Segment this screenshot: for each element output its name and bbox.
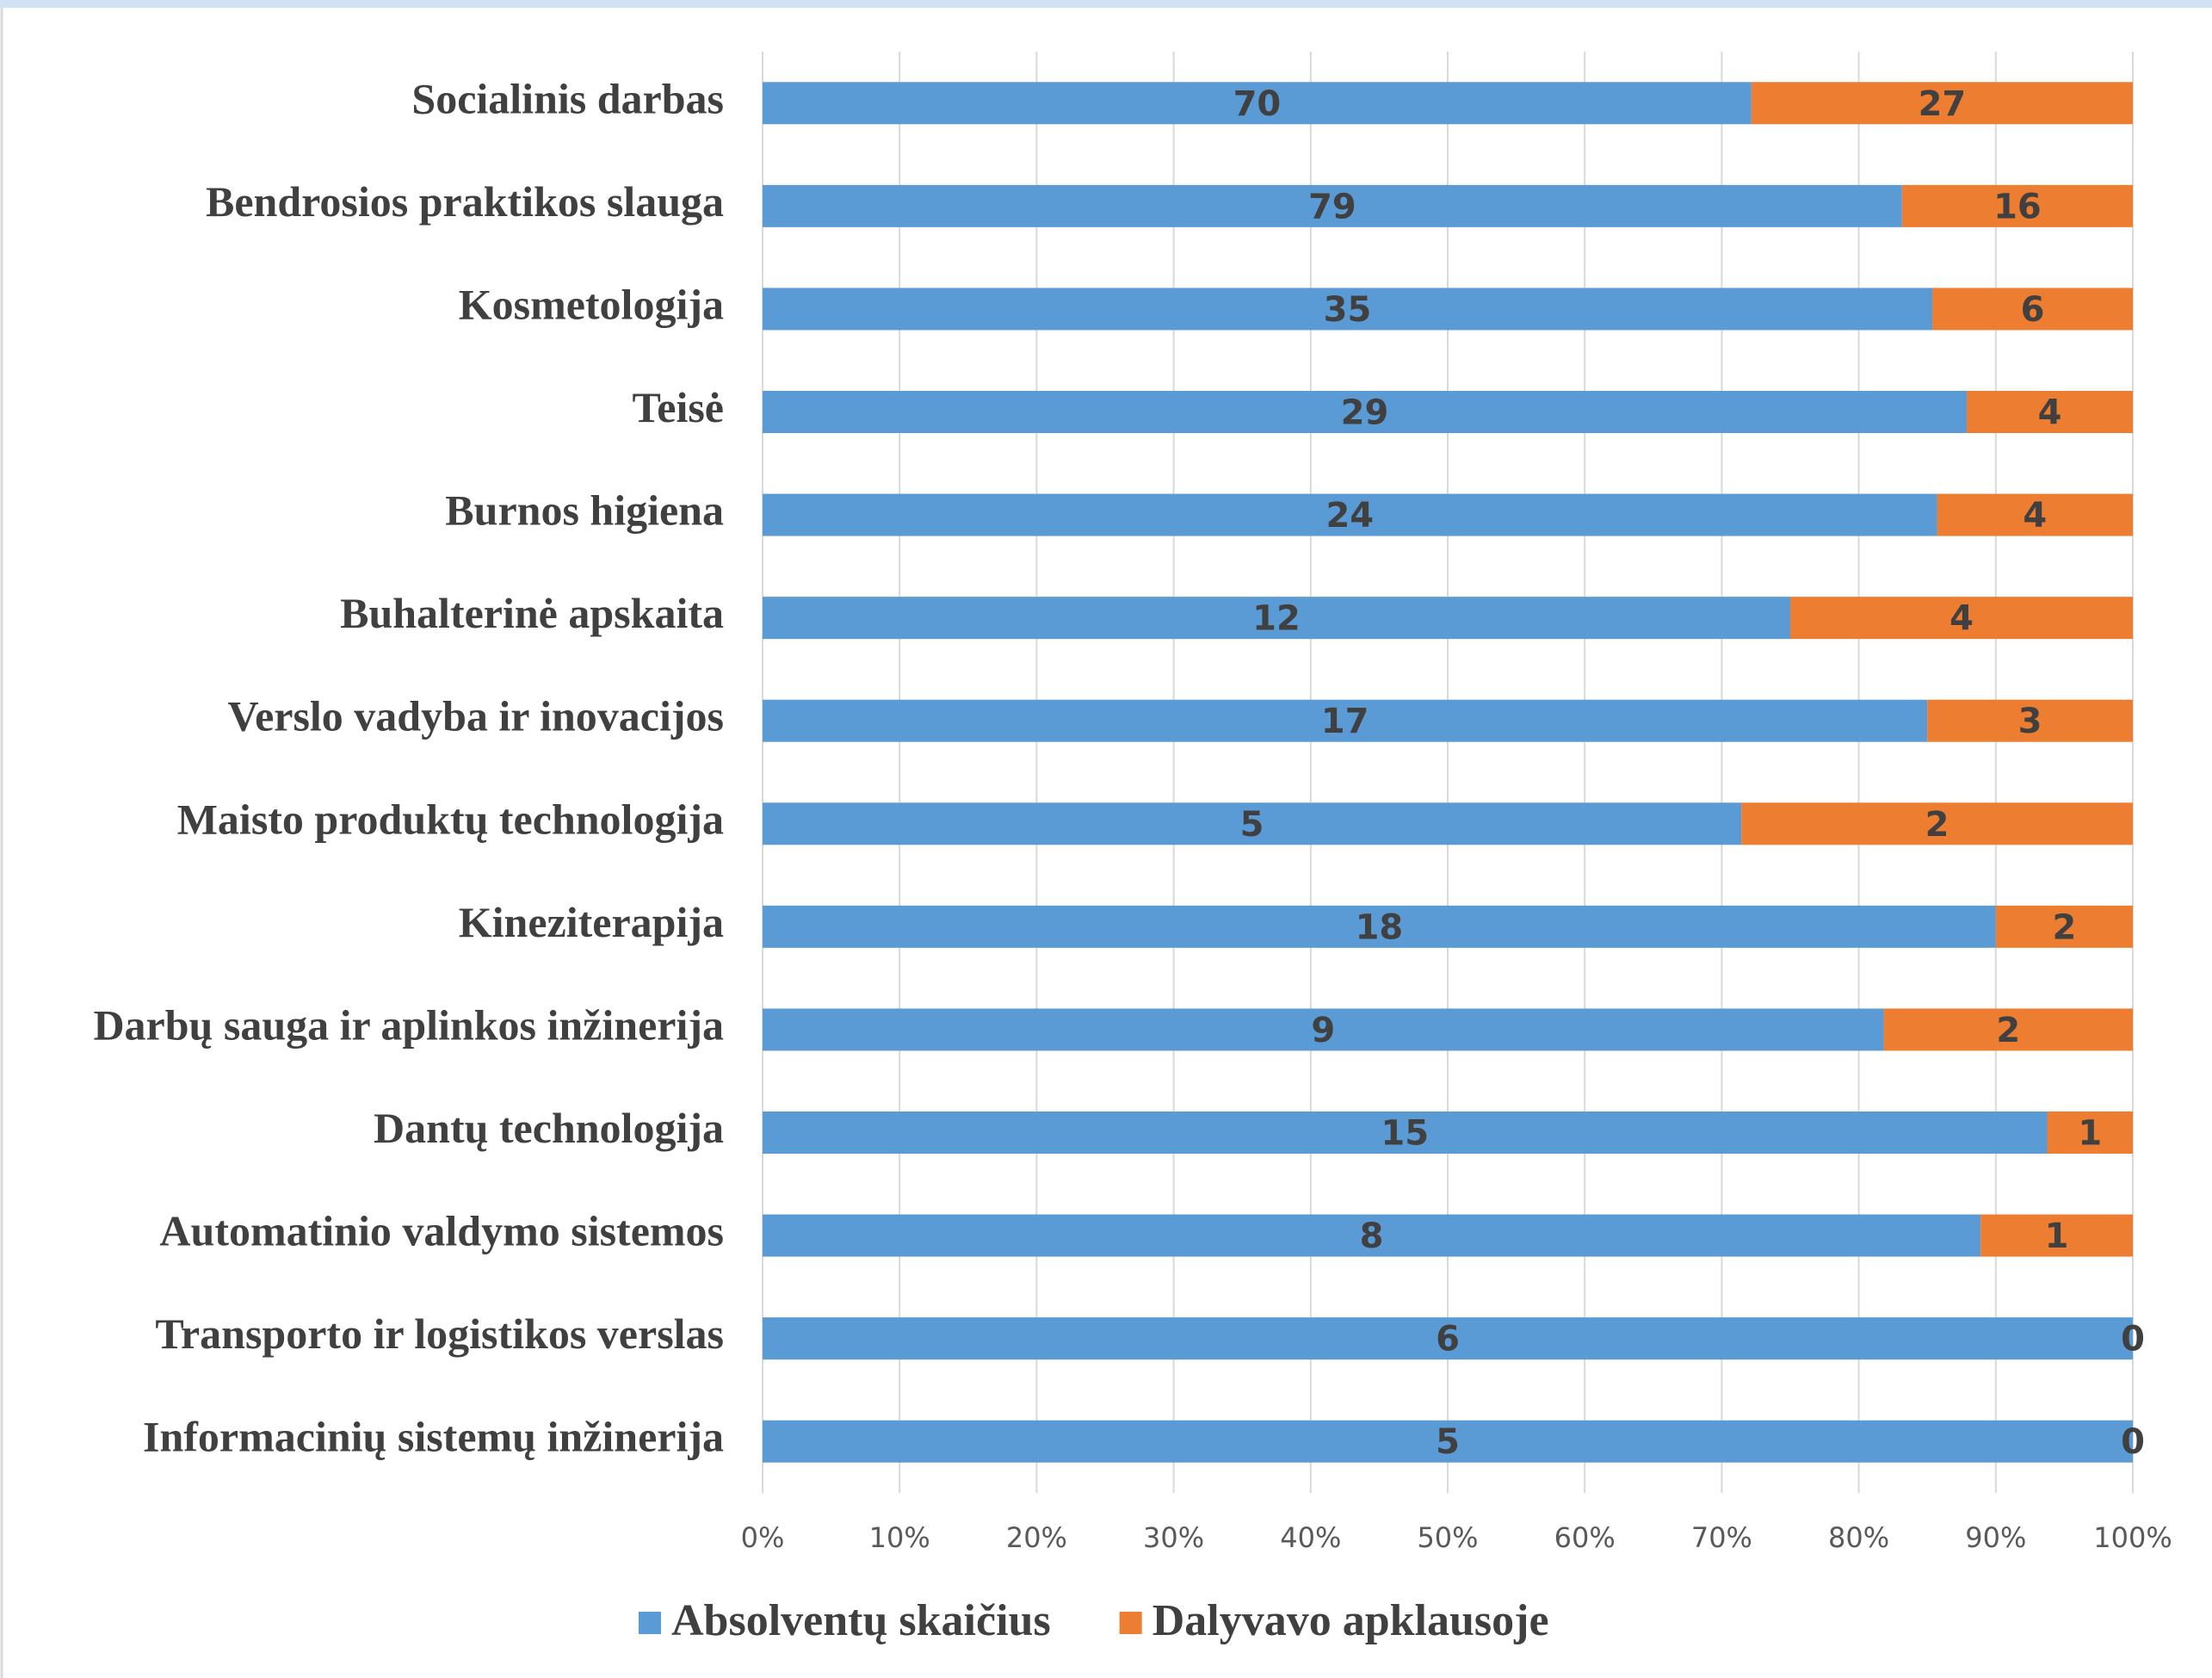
x-tick-label: 90% bbox=[1965, 1521, 2026, 1554]
data-label: 4 bbox=[2023, 496, 2047, 536]
bar-segment bbox=[2047, 1111, 2133, 1154]
y-tick-label: Darbų sauga ir aplinkos inžinerija bbox=[93, 1000, 724, 1049]
x-tick-label: 60% bbox=[1554, 1521, 1616, 1554]
x-tick-label: 30% bbox=[1143, 1521, 1204, 1554]
data-label: 29 bbox=[1341, 393, 1389, 433]
data-label: 16 bbox=[1993, 187, 2042, 226]
bar-segment bbox=[763, 905, 1996, 948]
data-label: 35 bbox=[1324, 290, 1372, 330]
data-label: 5 bbox=[1240, 805, 1264, 845]
bar-segment bbox=[763, 82, 1752, 125]
bar-segment bbox=[1937, 493, 2133, 536]
bar-segment bbox=[1927, 699, 2133, 742]
top-border bbox=[0, 0, 2212, 8]
bar-segment bbox=[763, 493, 1937, 536]
bar-segment bbox=[1995, 905, 2133, 948]
y-tick-label: Bendrosios praktikos slauga bbox=[206, 177, 724, 226]
data-label: 2 bbox=[2052, 907, 2076, 947]
data-label: 79 bbox=[1308, 187, 1356, 226]
data-label: 9 bbox=[1311, 1011, 1335, 1050]
y-tick-label: Informacinių sistemų inžinerija bbox=[143, 1413, 724, 1461]
x-tick-label: 10% bbox=[869, 1521, 930, 1554]
bar-segment bbox=[763, 597, 1790, 640]
data-label: 4 bbox=[1949, 599, 1974, 639]
data-label: 6 bbox=[1436, 1320, 1460, 1359]
data-label: 0 bbox=[2121, 1320, 2145, 1359]
x-tick-label: 0% bbox=[741, 1521, 785, 1554]
data-label: 2 bbox=[1925, 805, 1949, 845]
data-label: 1 bbox=[2045, 1217, 2069, 1256]
data-label: 1 bbox=[2078, 1114, 2102, 1154]
data-label: 2 bbox=[1996, 1011, 2020, 1050]
data-label: 70 bbox=[1233, 84, 1282, 124]
bar-segment bbox=[1741, 802, 2133, 845]
legend-swatch bbox=[639, 1612, 661, 1634]
bar-segment bbox=[763, 1317, 2133, 1360]
bar-segment bbox=[763, 1008, 1884, 1051]
x-tick-label: 70% bbox=[1691, 1521, 1752, 1554]
bar-segment bbox=[1883, 1008, 2133, 1051]
data-label: 4 bbox=[2038, 393, 2062, 433]
legend-swatch bbox=[1119, 1612, 1142, 1634]
y-tick-label: Automatinio valdymo sistemos bbox=[159, 1207, 724, 1255]
x-tick-label: 80% bbox=[1828, 1521, 1889, 1554]
x-tick-label: 50% bbox=[1417, 1521, 1478, 1554]
x-tick-label: 40% bbox=[1280, 1521, 1341, 1554]
bar-segment bbox=[763, 288, 1933, 331]
y-tick-label: Teisė bbox=[633, 383, 725, 431]
y-tick-label: Buhalterinė apskaita bbox=[340, 589, 724, 637]
y-tick-label: Dantų technologija bbox=[374, 1104, 724, 1152]
y-tick-label: Maisto produktų technologija bbox=[177, 795, 724, 843]
data-label: 3 bbox=[2018, 702, 2042, 741]
bar-segment bbox=[763, 1420, 2133, 1463]
y-tick-label: Socialinis darbas bbox=[411, 74, 724, 122]
y-tick-label: Verslo vadyba ir inovacijos bbox=[228, 692, 724, 740]
bar-segment bbox=[1790, 597, 2133, 640]
y-tick-label: Burnos higiena bbox=[445, 486, 724, 535]
bar-segment bbox=[1901, 184, 2133, 227]
data-label: 6 bbox=[2021, 290, 2045, 330]
y-tick-label: Kineziterapija bbox=[459, 898, 724, 946]
data-label: 17 bbox=[1321, 702, 1369, 741]
data-label: 12 bbox=[1252, 599, 1301, 639]
data-label: 24 bbox=[1325, 496, 1374, 536]
bar-segment bbox=[1980, 1214, 2133, 1257]
legend-label: Dalyvavo apklausoje bbox=[1152, 1596, 1549, 1645]
bar-segment bbox=[1967, 391, 2133, 433]
x-tick-label: 100% bbox=[2093, 1521, 2172, 1554]
bar-segment bbox=[763, 1214, 1981, 1257]
bar-segment bbox=[1932, 288, 2133, 331]
bar-segment bbox=[763, 391, 1968, 433]
bar-segment bbox=[763, 1111, 2048, 1154]
data-label: 8 bbox=[1360, 1217, 1384, 1256]
data-label: 0 bbox=[2121, 1422, 2145, 1462]
y-tick-label: Kosmetologija bbox=[459, 280, 724, 328]
data-label: 5 bbox=[1436, 1422, 1460, 1462]
bar-segment bbox=[1751, 82, 2133, 125]
bar-segment bbox=[763, 184, 1902, 227]
data-label: 27 bbox=[1919, 84, 1967, 124]
data-label: 15 bbox=[1381, 1114, 1429, 1154]
bar-segment bbox=[763, 699, 1928, 742]
data-label: 18 bbox=[1356, 907, 1404, 947]
x-tick-label: 20% bbox=[1006, 1521, 1067, 1554]
bar-segment bbox=[763, 802, 1742, 845]
legend-label: Absolventų skaičius bbox=[671, 1596, 1051, 1645]
y-tick-label: Transporto ir logistikos verslas bbox=[155, 1310, 724, 1358]
